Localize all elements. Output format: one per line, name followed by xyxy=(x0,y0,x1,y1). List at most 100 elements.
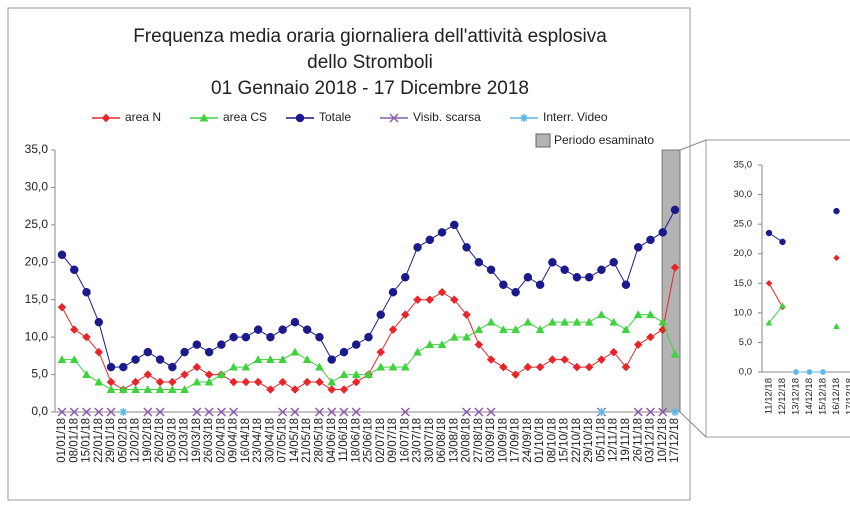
data-point xyxy=(290,407,300,417)
data-point xyxy=(339,370,349,379)
data-point xyxy=(658,407,668,417)
data-point xyxy=(609,317,619,326)
x-tick-label: 17/09/18 xyxy=(510,418,522,463)
x-tick-label: 12/12/18 xyxy=(777,378,788,415)
x-tick-label: 28/05/18 xyxy=(313,418,325,463)
x-tick-label: 06/08/18 xyxy=(436,418,448,463)
x-tick-label: 26/11/18 xyxy=(632,418,644,462)
data-point xyxy=(315,377,324,387)
data-point xyxy=(765,279,773,287)
x-tick-label: 22/10/18 xyxy=(571,418,583,463)
data-point xyxy=(253,325,263,334)
data-point xyxy=(486,317,496,326)
x-tick-label: 17/12/18 xyxy=(669,418,681,463)
x-tick-label: 08/10/18 xyxy=(546,418,558,463)
x-tick-label: 04/06/18 xyxy=(326,418,338,463)
x-tick-label: 09/04/18 xyxy=(228,418,240,463)
x-tick-label: 01/10/18 xyxy=(534,418,546,463)
data-point xyxy=(670,263,680,272)
y-tick-label: 30,0 xyxy=(25,180,49,194)
data-point xyxy=(511,325,521,334)
x-tick-label: 30/07/18 xyxy=(424,418,436,463)
data-point xyxy=(351,370,361,379)
x-tick-label: 21/05/18 xyxy=(301,418,313,463)
data-point xyxy=(167,385,177,393)
data-point xyxy=(584,273,594,282)
data-point xyxy=(351,340,361,349)
y-tick-label: 0,0 xyxy=(739,367,752,378)
data-point xyxy=(315,362,324,371)
data-point xyxy=(241,332,251,342)
legend-label: Periodo esaminato xyxy=(554,133,654,147)
data-point xyxy=(779,302,786,309)
legend-marker xyxy=(295,113,305,123)
data-point xyxy=(192,362,202,372)
highlight-band xyxy=(661,149,681,413)
x-tick-label: 12/11/18 xyxy=(608,418,620,462)
data-point xyxy=(462,332,472,341)
x-tick-label: 16/12/18 xyxy=(831,378,842,415)
data-point xyxy=(401,273,410,282)
data-point xyxy=(143,347,153,357)
x-tick-label: 23/04/18 xyxy=(252,418,264,463)
main-frame xyxy=(7,7,691,501)
legend-marker xyxy=(520,114,528,122)
data-point xyxy=(290,317,300,327)
data-point xyxy=(302,325,312,334)
data-point xyxy=(597,310,606,319)
x-tick-label: 03/12/18 xyxy=(645,418,657,463)
data-point xyxy=(192,340,202,349)
data-point xyxy=(364,370,373,379)
data-point xyxy=(486,355,496,364)
data-point xyxy=(57,355,67,364)
data-point xyxy=(241,377,251,387)
data-point xyxy=(633,407,643,417)
data-point xyxy=(437,340,447,349)
data-point xyxy=(278,377,288,387)
legend-marker xyxy=(389,113,399,123)
data-point xyxy=(81,407,92,417)
data-point xyxy=(499,362,508,372)
x-tick-label: 14/05/18 xyxy=(289,418,301,463)
x-tick-label: 22/01/18 xyxy=(93,418,105,463)
data-point xyxy=(462,310,471,320)
connector xyxy=(679,411,707,438)
legend-label: area N xyxy=(125,110,161,124)
data-point xyxy=(400,310,410,320)
data-point xyxy=(376,362,386,371)
data-point xyxy=(229,332,238,342)
data-point xyxy=(180,385,190,393)
data-point xyxy=(119,408,128,416)
x-tick-label: 29/01/18 xyxy=(105,418,117,463)
y-tick-label: 15,0 xyxy=(25,292,49,306)
data-point xyxy=(229,407,239,417)
x-tick-label: 03/09/18 xyxy=(485,418,497,463)
data-point xyxy=(327,407,337,417)
data-point xyxy=(70,265,79,275)
data-point xyxy=(645,407,656,417)
y-tick-label: 10,0 xyxy=(25,329,49,343)
data-point xyxy=(192,377,202,386)
x-tick-label: 18/06/18 xyxy=(350,418,362,463)
data-point xyxy=(833,207,840,215)
data-point xyxy=(474,407,484,417)
data-point xyxy=(833,322,840,330)
x-tick-label: 15/10/18 xyxy=(559,418,571,463)
data-point xyxy=(474,325,484,334)
x-tick-label: 09/07/18 xyxy=(387,418,399,463)
data-point xyxy=(376,310,386,319)
data-point xyxy=(572,362,582,372)
data-point xyxy=(633,243,643,252)
data-point xyxy=(474,340,484,349)
data-point xyxy=(168,362,177,372)
x-tick-label: 10/12/18 xyxy=(657,418,669,463)
x-tick-label: 26/02/18 xyxy=(154,418,166,463)
data-point xyxy=(327,355,336,364)
data-point xyxy=(118,385,128,393)
data-point xyxy=(633,310,643,319)
data-point xyxy=(400,407,410,417)
data-point xyxy=(82,287,91,297)
x-tick-label: 15/12/18 xyxy=(818,378,829,415)
data-point xyxy=(57,407,67,417)
